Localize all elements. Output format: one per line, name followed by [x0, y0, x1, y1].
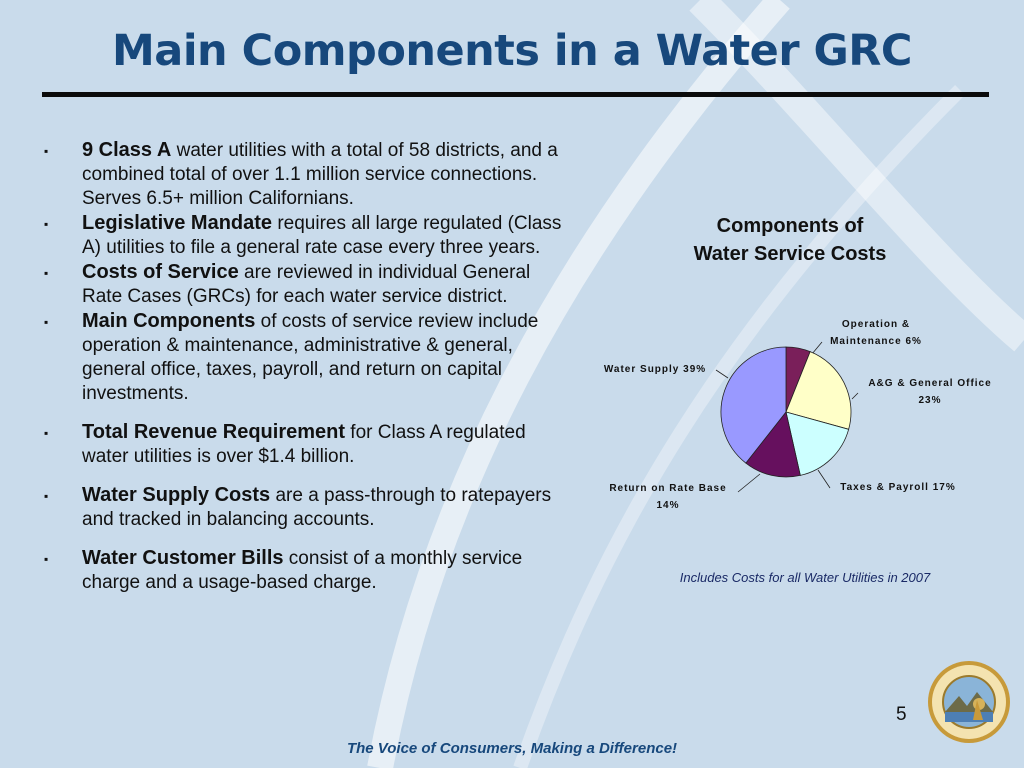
chart-title-line: Components of [716, 215, 864, 237]
footer-tagline: The Voice of Consumers, Making a Differe… [346, 740, 678, 757]
bullet-text: are a pass-through to ratepayers and tra… [82, 485, 552, 530]
bullet-marker: ▪ [44, 426, 49, 440]
title-divider [42, 92, 989, 97]
slice-leader-line [817, 469, 831, 489]
bullet-heading: Legislative Mandate [82, 212, 273, 234]
chart-note: Includes Costs for all Water Utilities i… [679, 570, 931, 585]
bullet-text: consist of a monthly service charge and … [82, 548, 523, 593]
bullet-item: ▪ Water Supply Costs are a pass-through … [44, 483, 564, 532]
bullet-list: ▪ 9 Class A water utilities with a total… [44, 138, 564, 595]
slice-leader-line [737, 473, 761, 493]
bullet-item: ▪ Water Customer Bills consist of a mont… [44, 546, 564, 595]
bullet-marker: ▪ [44, 266, 49, 280]
slice-label: Maintenance 6% [830, 336, 922, 347]
bullet-text: of costs of service review include opera… [82, 311, 539, 404]
slice-leader-line [851, 392, 859, 400]
bullet-text: are reviewed in individual General Rate … [82, 262, 531, 307]
bullet-heading: Water Supply Costs [82, 484, 271, 506]
bullet-heading: Main Components [82, 310, 256, 332]
pie-slice [785, 351, 852, 430]
slice-label: Return on Rate Base [609, 483, 726, 494]
bullet-heading: Total Revenue Requirement [82, 421, 346, 443]
bullet-marker: ▪ [44, 144, 49, 158]
slice-label: Operation & [842, 319, 910, 330]
bullet-marker: ▪ [44, 315, 49, 329]
bullet-text: requires all large regulated (Class A) u… [82, 213, 562, 258]
bullet-marker: ▪ [44, 217, 49, 231]
bullet-item: ▪ Costs of Service are reviewed in indiv… [44, 260, 564, 309]
page-number: 5 [896, 704, 907, 725]
bullet-marker: ▪ [44, 489, 49, 503]
bullet-heading: Costs of Service [82, 261, 239, 283]
page-title: Main Components in a Water GRC [112, 26, 912, 76]
chart-title: Components of Water Service Costs [640, 212, 940, 268]
slice-leader-line [715, 369, 729, 379]
slice-label: A&G & General Office [868, 378, 991, 389]
slice-label: 14% [656, 500, 679, 511]
pie-slice [720, 346, 787, 464]
slice-leader-line [811, 341, 823, 355]
bullet-item: ▪ Legislative Mandate requires all large… [44, 211, 564, 260]
bullet-item: ▪ Main Components of costs of service re… [44, 309, 564, 406]
bullet-item: ▪ Total Revenue Requirement for Class A … [44, 420, 564, 469]
slice-label: Taxes & Payroll 17% [840, 482, 956, 493]
bullet-text: water utilities with a total of 58 distr… [82, 140, 558, 209]
bullet-marker: ▪ [44, 552, 49, 566]
bullet-item: ▪ 9 Class A water utilities with a total… [44, 138, 564, 211]
chart-title-line: Water Service Costs [693, 243, 887, 265]
bullet-text: for Class A regulated water utilities is… [82, 422, 526, 467]
slice-label: Water Supply 39% [604, 364, 706, 375]
bullet-heading: 9 Class A [82, 139, 172, 161]
pie-slice [745, 411, 801, 478]
state-seal-logo [928, 661, 1010, 743]
bullet-heading: Water Customer Bills [82, 547, 284, 569]
slice-label: 23% [918, 395, 941, 406]
pie-slice [785, 411, 850, 476]
